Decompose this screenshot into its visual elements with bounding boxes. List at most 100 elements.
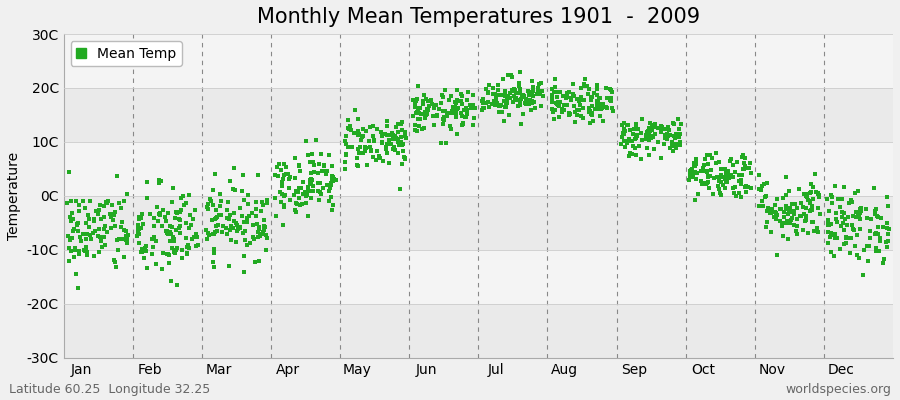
Point xyxy=(374,129,388,136)
Point xyxy=(323,182,338,188)
Point xyxy=(872,248,886,254)
Point xyxy=(568,109,582,116)
Point xyxy=(62,258,77,264)
Text: worldspecies.org: worldspecies.org xyxy=(785,383,891,396)
Point xyxy=(175,207,189,213)
Point xyxy=(370,126,384,132)
Point xyxy=(267,172,282,178)
Point xyxy=(82,216,96,222)
Point xyxy=(596,118,610,124)
Point xyxy=(110,237,124,243)
Point xyxy=(719,171,733,177)
Point xyxy=(645,123,660,129)
Point xyxy=(161,210,176,216)
Point xyxy=(306,183,320,190)
Point xyxy=(207,230,221,237)
Point xyxy=(517,92,531,98)
Point xyxy=(742,165,756,171)
Point xyxy=(243,240,257,246)
Point xyxy=(606,108,620,114)
Point xyxy=(734,193,748,200)
Point xyxy=(683,174,698,180)
Point xyxy=(70,228,85,234)
Point xyxy=(755,182,770,189)
Point xyxy=(342,124,356,131)
Point xyxy=(786,209,800,216)
Point xyxy=(717,176,732,182)
Point xyxy=(645,125,660,131)
Point xyxy=(596,101,610,107)
Point xyxy=(490,92,504,99)
Point xyxy=(703,152,717,158)
Point xyxy=(206,230,220,237)
Point xyxy=(869,247,884,254)
Point xyxy=(671,133,686,140)
Point xyxy=(724,172,738,178)
Point xyxy=(151,180,166,186)
Point xyxy=(544,85,559,92)
Point xyxy=(315,168,329,174)
Point xyxy=(615,134,629,140)
Point xyxy=(140,178,154,185)
Point xyxy=(851,255,866,261)
Point xyxy=(278,191,293,198)
Point xyxy=(229,238,243,245)
Point xyxy=(380,122,394,129)
Point xyxy=(158,228,173,234)
Point xyxy=(454,98,468,104)
Point xyxy=(394,139,409,145)
Point xyxy=(202,232,216,238)
Point xyxy=(206,202,220,209)
Point xyxy=(556,102,571,108)
Point xyxy=(599,95,614,101)
Point xyxy=(68,246,82,253)
Point xyxy=(359,128,374,134)
Point xyxy=(821,222,835,228)
Point xyxy=(560,102,574,109)
Point xyxy=(510,102,525,109)
Point xyxy=(185,216,200,222)
Point xyxy=(504,74,518,80)
Point xyxy=(604,95,618,102)
Point xyxy=(492,103,507,110)
Point xyxy=(626,126,641,132)
Point xyxy=(410,106,425,113)
Point xyxy=(481,89,495,95)
Point xyxy=(514,96,528,103)
Point xyxy=(777,214,791,220)
Point xyxy=(436,116,451,123)
Point xyxy=(660,136,674,142)
Point xyxy=(113,224,128,230)
Point xyxy=(427,121,441,128)
Point xyxy=(298,189,312,195)
Point xyxy=(475,98,490,104)
Point xyxy=(709,160,724,166)
Point xyxy=(700,179,715,185)
Point xyxy=(382,132,396,138)
Point xyxy=(105,201,120,208)
Point xyxy=(854,208,868,214)
Point xyxy=(501,112,516,118)
Point xyxy=(80,212,94,218)
Point xyxy=(137,255,151,261)
Point xyxy=(862,228,877,234)
Point xyxy=(796,227,810,233)
Point xyxy=(220,215,234,222)
Point xyxy=(849,214,863,220)
Point xyxy=(362,138,376,144)
Point xyxy=(626,138,640,144)
Point xyxy=(714,172,728,179)
Point xyxy=(640,128,654,135)
Point xyxy=(338,138,352,144)
Point xyxy=(880,194,895,201)
Point xyxy=(809,189,824,195)
Point xyxy=(305,151,320,157)
Point xyxy=(570,96,584,102)
Point xyxy=(567,92,581,99)
Point xyxy=(409,98,423,105)
Point xyxy=(176,247,190,254)
Point xyxy=(343,126,357,132)
Point xyxy=(683,168,698,174)
Point xyxy=(418,112,433,118)
Point xyxy=(573,113,588,119)
